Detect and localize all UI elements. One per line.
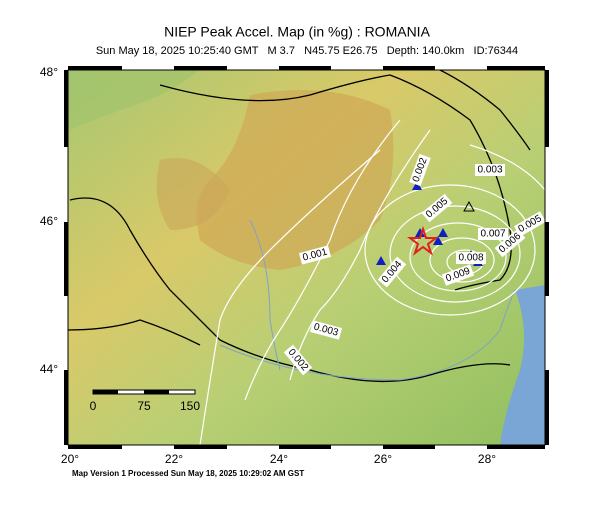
contour-label-text: 0.008 [458,253,483,264]
footer: Map Version 1 Processed Sun May 18, 2025… [72,469,304,478]
station [415,228,425,237]
scale-label: 0 [90,399,97,413]
contour-label-text: 0.007 [480,229,505,240]
plain [68,70,200,130]
map-subtitle: Sun May 18, 2025 10:25:40 GMT M 3.7 N45.… [96,45,518,57]
station [433,236,443,245]
scale-label: 150 [180,399,200,413]
frame-ticks [64,66,549,449]
contours [199,119,545,445]
contour-label: 0.007 [478,228,508,240]
borders [68,70,531,383]
scale-bar: 0 75 150 [90,389,200,413]
station [412,181,422,190]
lon-label: 20° [61,452,79,466]
contour-label-bg [475,164,505,176]
lat-label: 44° [40,362,58,376]
lon-label: 22° [165,452,183,466]
contour-label-bg [441,264,475,286]
lat-label: 46° [40,214,58,228]
contour-label-bg [456,252,486,264]
contour-label-bg [409,153,431,187]
epicenter [407,225,439,256]
contour-label-bg [494,228,526,258]
station [438,228,448,237]
contour-label-bg [421,193,453,223]
scale-label: 75 [137,399,151,413]
contour-label-bg [283,344,313,376]
station [376,256,386,265]
apuseni [156,158,230,230]
contour-label: 0.008 [456,252,486,264]
contour-label-bg [478,228,508,240]
contour-label-bg [514,211,546,237]
map-title: NIEP Peak Accel. Map (in %g) : ROMANIA [164,24,430,40]
rivers [219,219,516,381]
lon-label: 24° [270,452,288,466]
carpathians [196,90,394,270]
lat-label: 48° [40,65,58,79]
lon-label: 26° [374,452,392,466]
contour-label-bg [377,256,407,288]
station [463,200,475,212]
contour-label: 0.003 [475,164,505,176]
contour-label-bg [298,245,332,265]
contour-label-bg [309,320,343,340]
contour-label-text: 0.003 [477,165,502,176]
lon-label: 28° [478,452,496,466]
black-sea [500,285,545,445]
